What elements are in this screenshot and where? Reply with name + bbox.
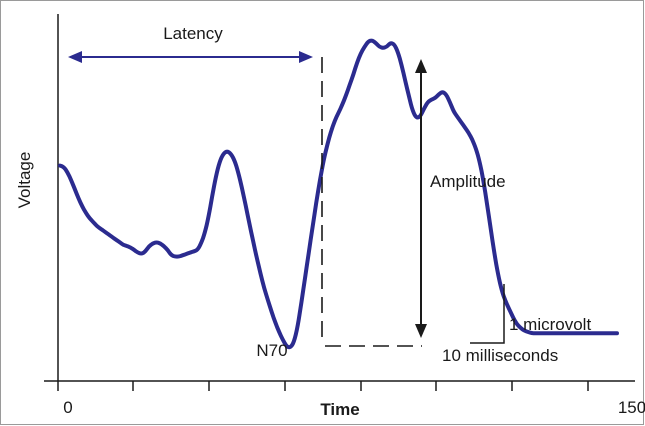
scale-voltage-label: 1 microvolt	[509, 315, 591, 334]
latency-arrow-head-right	[299, 51, 313, 63]
x-tick-label-150: 150	[618, 398, 645, 417]
x-axis-label: Time	[320, 400, 359, 419]
amplitude-arrow-head-top	[415, 59, 427, 73]
n70-label: N70	[256, 341, 287, 360]
latency-arrow-head-left	[68, 51, 82, 63]
scale-time-label: 10 milliseconds	[442, 346, 558, 365]
amplitude-label: Amplitude	[430, 172, 506, 191]
latency-label: Latency	[163, 24, 223, 43]
y-axis-label: Voltage	[15, 152, 34, 209]
x-tick-label-0: 0	[63, 398, 72, 417]
scale-bar	[470, 284, 505, 344]
series-line	[58, 38, 619, 350]
amplitude-arrow-head-bottom	[415, 324, 427, 338]
x-ticks	[57, 381, 589, 391]
